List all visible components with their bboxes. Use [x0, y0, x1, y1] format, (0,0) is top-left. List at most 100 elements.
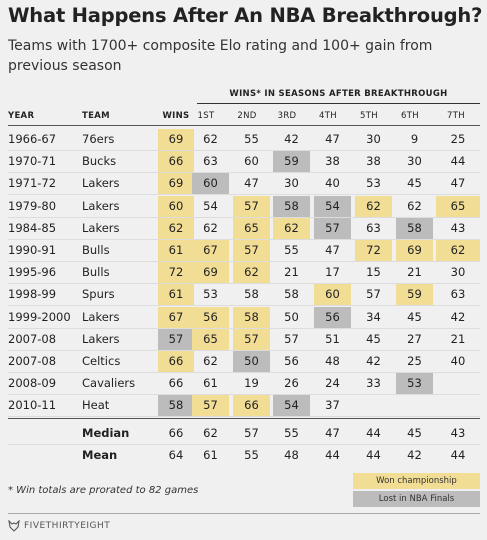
- row-season-6-wins: 45: [407, 176, 422, 191]
- aggregate-season-4: 44: [325, 448, 340, 462]
- row-year: 2007-08: [8, 331, 57, 346]
- row-season-3-wins: 50: [284, 309, 299, 324]
- row-year: 1970-71: [8, 154, 57, 169]
- table-row: 1984-85 Lakers 62 62 65 62 57 63 58 43: [0, 217, 487, 240]
- row-wins: 66: [158, 351, 194, 372]
- row-season-2-wins: 57: [233, 195, 270, 217]
- table-row: 2008-09 Cavaliers 66 61 19 26 24 33 53: [0, 373, 487, 396]
- row-season-7-wins: 43: [450, 220, 466, 235]
- table-row: 1966-67 76ers 69 62 55 42 47 30 9 25: [0, 129, 487, 151]
- row-season-5-wins: 42: [366, 354, 381, 368]
- row-season-4-wins: 56: [314, 306, 351, 328]
- row-season-3-wins: 58: [273, 195, 310, 217]
- row-season-3-wins: 56: [284, 354, 299, 368]
- row-season-1-wins: 62: [203, 220, 218, 235]
- row-season-7-wins: 21: [450, 331, 466, 346]
- row-season-4-wins: 47: [325, 243, 340, 257]
- row-season-4-wins: 37: [325, 398, 340, 413]
- year-column-header: YEAR: [8, 111, 35, 121]
- row-season-4-wins: 47: [325, 132, 340, 146]
- row-season-1-wins: 56: [192, 306, 229, 328]
- row-season-6-wins: 25: [407, 354, 422, 368]
- row-wins: 57: [158, 328, 194, 350]
- row-season-2-wins: 57: [233, 328, 270, 350]
- aggregate-season-7: 44: [450, 448, 466, 462]
- fox-icon: [8, 520, 20, 532]
- row-season-6-wins: 45: [407, 309, 422, 324]
- row-season-3-wins: 54: [273, 395, 310, 417]
- row-season-2-wins: 50: [233, 351, 270, 372]
- group-header-underline: [197, 103, 480, 104]
- row-separator: [8, 216, 480, 218]
- row-season-7-wins: 62: [436, 240, 480, 261]
- season-5-header: 5TH: [360, 111, 378, 121]
- season-2-header: 2ND: [237, 111, 257, 121]
- row-wins: 58: [158, 395, 194, 417]
- row-season-1-wins: 57: [192, 395, 229, 417]
- row-season-3-wins: 26: [284, 376, 299, 391]
- aggregate-season-6: 42: [407, 448, 422, 462]
- row-season-1-wins: 61: [203, 376, 218, 391]
- row-season-5-wins: 30: [366, 132, 381, 146]
- row-season-1-wins: 62: [203, 354, 218, 368]
- row-team: Celtics: [82, 354, 121, 368]
- row-season-7-wins: 42: [450, 309, 466, 324]
- aggregate-season-6: 45: [407, 426, 422, 440]
- row-season-6-wins: 62: [407, 198, 422, 213]
- row-year: 1979-80: [8, 198, 57, 213]
- row-season-2-wins: 62: [233, 262, 270, 284]
- row-separator: [8, 394, 480, 396]
- row-team: Bucks: [82, 154, 117, 169]
- row-season-5-wins: 15: [366, 265, 381, 280]
- row-season-1-wins: 60: [192, 173, 229, 195]
- table-row: 1990-91 Bulls 61 67 57 55 47 72 69 62: [0, 240, 487, 262]
- row-season-2-wins: 66: [233, 395, 270, 417]
- season-6-header: 6TH: [401, 111, 419, 121]
- row-season-3-wins: 58: [284, 287, 299, 302]
- chart-subtitle: Teams with 1700+ composite Elo rating an…: [8, 38, 433, 74]
- aggregate-season-1: 62: [203, 426, 218, 440]
- row-season-3-wins: 42: [284, 132, 299, 146]
- row-season-6-wins: 27: [407, 331, 422, 346]
- row-season-3-wins: 62: [273, 217, 310, 239]
- row-season-5-wins: 72: [355, 240, 392, 261]
- row-season-3-wins: 21: [284, 265, 299, 280]
- row-team: Lakers: [82, 176, 120, 191]
- row-season-7-wins: 63: [450, 287, 466, 302]
- table-row: 1970-71 Bucks 66 63 60 59 38 38 30 44: [0, 151, 487, 174]
- season-4-header: 4TH: [319, 111, 337, 121]
- row-season-1-wins: 63: [203, 154, 218, 169]
- row-season-6-wins: 59: [396, 284, 433, 306]
- row-season-6-wins: 53: [396, 373, 433, 395]
- row-season-2-wins: 57: [233, 240, 270, 261]
- aggregate-season-1: 61: [203, 448, 218, 462]
- row-season-5-wins: [355, 395, 392, 416]
- row-season-7-wins: 47: [450, 176, 466, 191]
- row-season-5-wins: 63: [366, 220, 381, 235]
- row-team: Lakers: [82, 220, 120, 235]
- row-season-1-wins: 53: [203, 287, 218, 302]
- row-season-4-wins: 48: [325, 354, 340, 368]
- table-row: 1979-80 Lakers 60 54 57 58 54 62 62 65: [0, 195, 487, 218]
- row-year: 2008-09: [8, 376, 57, 391]
- row-season-4-wins: 17: [325, 265, 340, 280]
- aggregate-season-3: 48: [284, 448, 299, 462]
- row-year: 1995-96: [8, 265, 57, 280]
- row-season-1-wins: 62: [203, 132, 218, 146]
- row-team: Lakers: [82, 198, 120, 213]
- row-year: 1998-99: [8, 287, 57, 302]
- row-season-6-wins: 58: [396, 217, 433, 239]
- row-season-6-wins: 69: [396, 240, 433, 261]
- aggregate-season-4: 47: [325, 426, 340, 440]
- row-separator: [8, 194, 480, 196]
- aggregate-wins: 64: [168, 448, 184, 462]
- row-season-7-wins: 30: [450, 265, 466, 280]
- row-season-3-wins: 30: [284, 176, 299, 191]
- aggregate-label: Median: [82, 426, 130, 440]
- fivethirtyeight-logo: FIVETHIRTYEIGHT: [8, 520, 110, 532]
- row-season-6-wins: 21: [407, 265, 422, 280]
- aggregate-wins: 66: [168, 426, 184, 440]
- table-row: 2007-08 Lakers 57 65 57 57 51 45 27 21: [0, 328, 487, 351]
- row-wins: 60: [158, 195, 194, 217]
- wins-column-header: WINS: [162, 111, 190, 121]
